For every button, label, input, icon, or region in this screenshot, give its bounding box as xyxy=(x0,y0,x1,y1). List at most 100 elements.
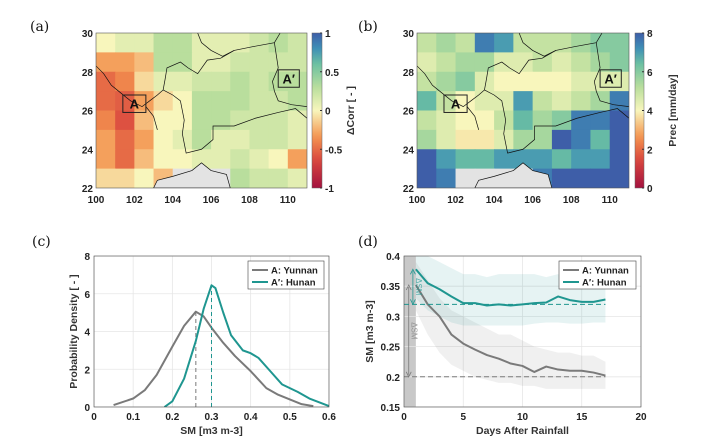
y-tick-label: 0.2 xyxy=(386,373,400,384)
heatmap-cell xyxy=(211,33,231,53)
heatmap-cell xyxy=(172,33,193,53)
y-tick-label: 0 xyxy=(84,403,90,414)
heatmap-cell xyxy=(609,71,629,92)
x-tick-label: 106 xyxy=(524,195,541,206)
heatmap-cell xyxy=(211,71,231,92)
heatmap-cell xyxy=(609,91,629,111)
heatmap-cell xyxy=(153,33,174,53)
heatmap-cell xyxy=(609,129,629,150)
heatmap-cell xyxy=(417,168,437,188)
y-tick-label: 24 xyxy=(403,145,415,156)
heatmap-cell xyxy=(287,52,307,73)
colorbar-tick-label: 4 xyxy=(647,107,653,118)
x-tick-label: 0.5 xyxy=(283,412,297,423)
heatmap-cell xyxy=(551,110,572,131)
heatmap-cell xyxy=(134,91,155,111)
heatmap-cell xyxy=(96,168,116,188)
colorbar-tick-label: 6 xyxy=(647,68,653,79)
y-tick-label: 28 xyxy=(82,68,94,79)
out-of-domain-area xyxy=(153,162,231,188)
heatmap-cell xyxy=(287,110,307,131)
y-tick-label: 26 xyxy=(82,107,94,118)
heatmap-cell xyxy=(417,110,437,131)
heatmap-cell xyxy=(551,71,572,92)
colorbar-tick-label: -0.5 xyxy=(325,145,343,156)
heatmap-cell xyxy=(268,110,289,131)
heatmap-cell xyxy=(417,149,437,170)
heatmap-cell xyxy=(494,33,514,53)
heatmap-cell xyxy=(211,129,231,150)
colorbar-tick-label: 2 xyxy=(647,145,653,156)
heatmap-cell xyxy=(134,110,155,131)
heatmap-cell xyxy=(191,110,212,131)
plot-content: ΔSM ΔSM xyxy=(404,256,641,407)
x-tick-label: 110 xyxy=(602,195,619,206)
heatmap-cell xyxy=(571,91,591,111)
heatmap-cell xyxy=(115,129,135,150)
x-tick-label: 100 xyxy=(88,195,105,206)
panel-label-b: (b) xyxy=(358,19,378,35)
heatmap-cell xyxy=(590,110,611,131)
heatmap-cell xyxy=(532,71,553,92)
legend-box xyxy=(558,260,637,290)
x-tick-label: 102 xyxy=(447,195,464,206)
series-line xyxy=(163,284,329,407)
heatmap-cell xyxy=(532,33,553,53)
province-border xyxy=(466,106,480,130)
heatmap-cell xyxy=(513,52,534,73)
heatmap-cell xyxy=(436,149,457,170)
series-line xyxy=(415,268,606,307)
colorbar-tick-label: 0 xyxy=(325,107,331,118)
heatmap-cell xyxy=(436,33,457,53)
heatmap-cell xyxy=(551,168,572,188)
province-border xyxy=(162,89,307,154)
colorbar-tick-label: -1 xyxy=(325,184,334,195)
heatmap-cell xyxy=(134,71,155,92)
heatmap-cell xyxy=(134,168,155,188)
heatmap-cell xyxy=(455,33,476,53)
heatmap-cell xyxy=(455,168,476,188)
heatmap-cell xyxy=(287,91,307,111)
heatmap-cell xyxy=(532,52,553,73)
y-tick-label: 6 xyxy=(84,290,90,301)
legend-entry: A′: Hunan xyxy=(582,278,627,289)
region-label: A′ xyxy=(283,72,296,87)
uncertainty-band xyxy=(415,256,606,326)
heatmap-cell xyxy=(571,110,591,131)
heatmap-cell xyxy=(249,91,270,111)
heatmap-cell xyxy=(455,91,476,111)
heatmap-cell xyxy=(494,91,514,111)
heatmap-cell xyxy=(96,129,116,150)
x-tick-label: 0 xyxy=(401,412,407,423)
province-border xyxy=(197,33,235,57)
heatmap-cell xyxy=(96,149,116,170)
heatmap-cell xyxy=(417,33,437,53)
y-tick-label: 8 xyxy=(84,252,90,263)
heatmap-cell xyxy=(609,33,629,53)
heatmap-cell xyxy=(474,52,495,73)
arrowhead-icon xyxy=(405,284,412,378)
heatmap-cell xyxy=(571,33,591,53)
heatmap-cell xyxy=(211,149,231,170)
heatmap-cell xyxy=(287,129,307,150)
heatmap-cell xyxy=(191,52,212,73)
y-axis-label: SM [m3 m-3] xyxy=(364,300,376,362)
heatmap-cell xyxy=(134,52,155,73)
heatmap-cell xyxy=(551,52,572,73)
colorbar-tick-label: 0 xyxy=(647,184,653,195)
map-frame xyxy=(416,32,630,189)
heatmap-cell xyxy=(287,168,307,188)
arrowhead-icon xyxy=(410,268,416,306)
heatmap-cell xyxy=(609,110,629,131)
heatmap-cell xyxy=(551,33,572,53)
heatmap-cell xyxy=(513,149,534,170)
heatmap-cell xyxy=(249,52,270,73)
heatmap-cell xyxy=(474,33,495,53)
heatmap-cell xyxy=(532,149,553,170)
y-tick-label: 28 xyxy=(403,68,415,79)
y-tick-label: 22 xyxy=(82,184,94,195)
heatmap-cell xyxy=(532,110,553,131)
region-box xyxy=(277,69,300,88)
heatmap-cell xyxy=(249,110,270,131)
